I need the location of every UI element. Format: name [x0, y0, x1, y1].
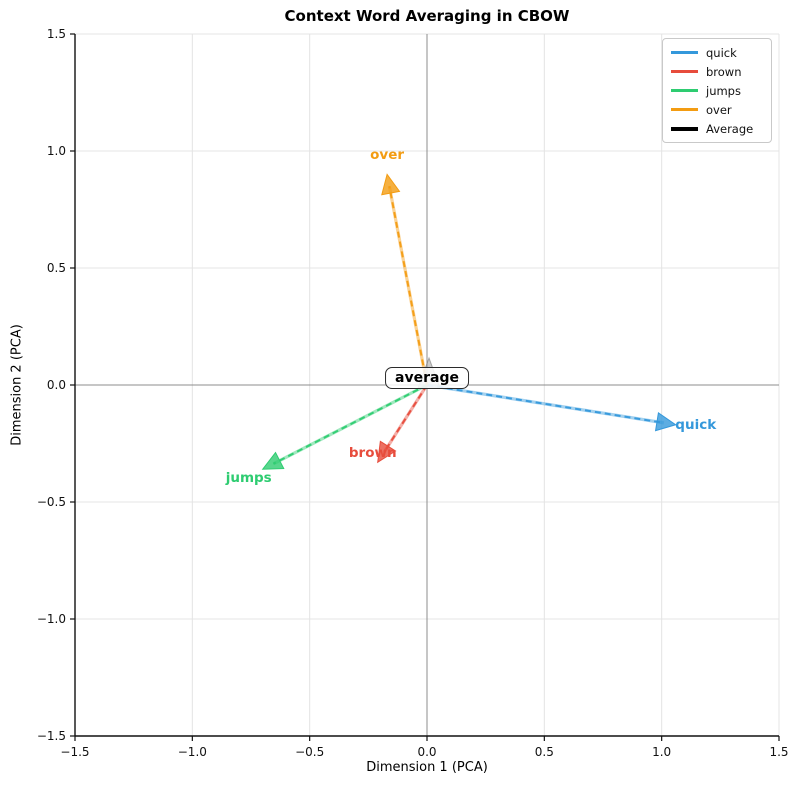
- vector-line-quick: [426, 383, 665, 425]
- x-tick-label: 1.5: [769, 745, 788, 759]
- legend: quick brown jumps over Average: [662, 38, 772, 143]
- vector-label-jumps: jumps: [225, 470, 272, 487]
- vector-dash-over: [388, 186, 428, 386]
- legend-label-over: over: [706, 102, 732, 117]
- legend-label-jumps: jumps: [706, 83, 741, 98]
- x-tick-label: −1.0: [178, 745, 207, 759]
- y-tick-label: −0.5: [37, 495, 66, 509]
- legend-item-jumps: jumps: [671, 84, 763, 98]
- legend-swatch-quick: [671, 51, 698, 54]
- legend-item-over: over: [671, 103, 763, 117]
- vector-label-quick: quick: [675, 416, 717, 433]
- y-tick-label: −1.0: [37, 612, 66, 626]
- x-tick-label: −0.5: [295, 745, 324, 759]
- vector-label-brown: brown: [348, 445, 397, 462]
- legend-swatch-brown: [671, 70, 698, 73]
- legend-label-average: Average: [706, 121, 754, 136]
- vector-label-over: over: [370, 147, 405, 164]
- y-tick-label: 0.5: [47, 261, 66, 275]
- y-tick-label: 0.0: [47, 378, 66, 392]
- y-tick-label: 1.5: [47, 27, 66, 41]
- x-tick-label: 0.5: [535, 745, 554, 759]
- y-axis-label: Dimension 2 (PCA): [9, 324, 25, 446]
- average-annotation-text: average: [395, 369, 459, 386]
- x-tick-label: 1.0: [652, 745, 671, 759]
- legend-item-brown: brown: [671, 65, 763, 79]
- legend-swatch-over: [671, 108, 698, 111]
- y-tick-label: 1.0: [47, 144, 66, 158]
- vector-dash-jumps: [272, 384, 428, 465]
- legend-label-brown: brown: [706, 64, 742, 79]
- x-tick-label: −1.5: [60, 745, 89, 759]
- y-tick-label: −1.5: [37, 729, 66, 743]
- legend-label-quick: quick: [706, 45, 737, 60]
- vector-arrowhead-brown: [377, 440, 397, 464]
- vector-dash-brown: [383, 384, 428, 453]
- legend-swatch-average: [671, 126, 698, 131]
- average-annotation: average: [385, 366, 469, 389]
- vector-arrowhead-over: [381, 173, 401, 196]
- chart-title: Context Word Averaging in CBOW: [284, 7, 570, 25]
- x-tick-label: 0.0: [417, 745, 436, 759]
- x-axis-label: Dimension 1 (PCA): [366, 760, 488, 775]
- vector-arrowhead-quick: [654, 412, 677, 432]
- legend-swatch-jumps: [671, 89, 698, 92]
- legend-item-quick: quick: [671, 46, 763, 60]
- legend-item-average: Average: [671, 122, 763, 136]
- vector-arrowhead-jumps: [261, 451, 285, 470]
